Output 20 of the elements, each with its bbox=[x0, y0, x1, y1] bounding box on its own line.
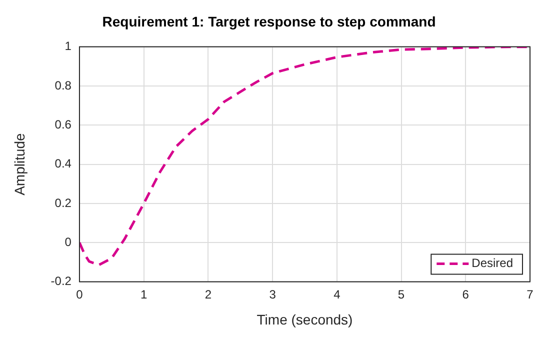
legend-label: Desired bbox=[472, 256, 514, 270]
y-tick-label: 1 bbox=[64, 39, 72, 54]
y-tick-label: 0.4 bbox=[54, 156, 72, 171]
x-tick-label: 6 bbox=[462, 287, 470, 302]
x-tick-label: 5 bbox=[398, 287, 405, 302]
x-tick-label: 1 bbox=[140, 287, 148, 302]
y-tick-label: 0.8 bbox=[54, 78, 72, 92]
y-tick-label: 0 bbox=[64, 234, 72, 249]
y-tick-label: -0.2 bbox=[50, 274, 72, 288]
chart-title: Requirement 1: Target response to step command bbox=[102, 13, 436, 30]
y-axis-title: Amplitude bbox=[11, 132, 28, 196]
x-axis-title: Time (seconds) bbox=[256, 311, 353, 328]
x-tick-label: 0 bbox=[76, 287, 84, 302]
y-tick-label: 0.6 bbox=[54, 117, 72, 132]
x-tick-label: 3 bbox=[269, 287, 276, 302]
line-series bbox=[79, 46, 530, 266]
x-tick-label: 7 bbox=[526, 287, 534, 302]
x-tick-label: 4 bbox=[334, 287, 341, 302]
y-tick-label: 0.2 bbox=[54, 196, 72, 210]
x-tick-label: 2 bbox=[204, 287, 212, 302]
